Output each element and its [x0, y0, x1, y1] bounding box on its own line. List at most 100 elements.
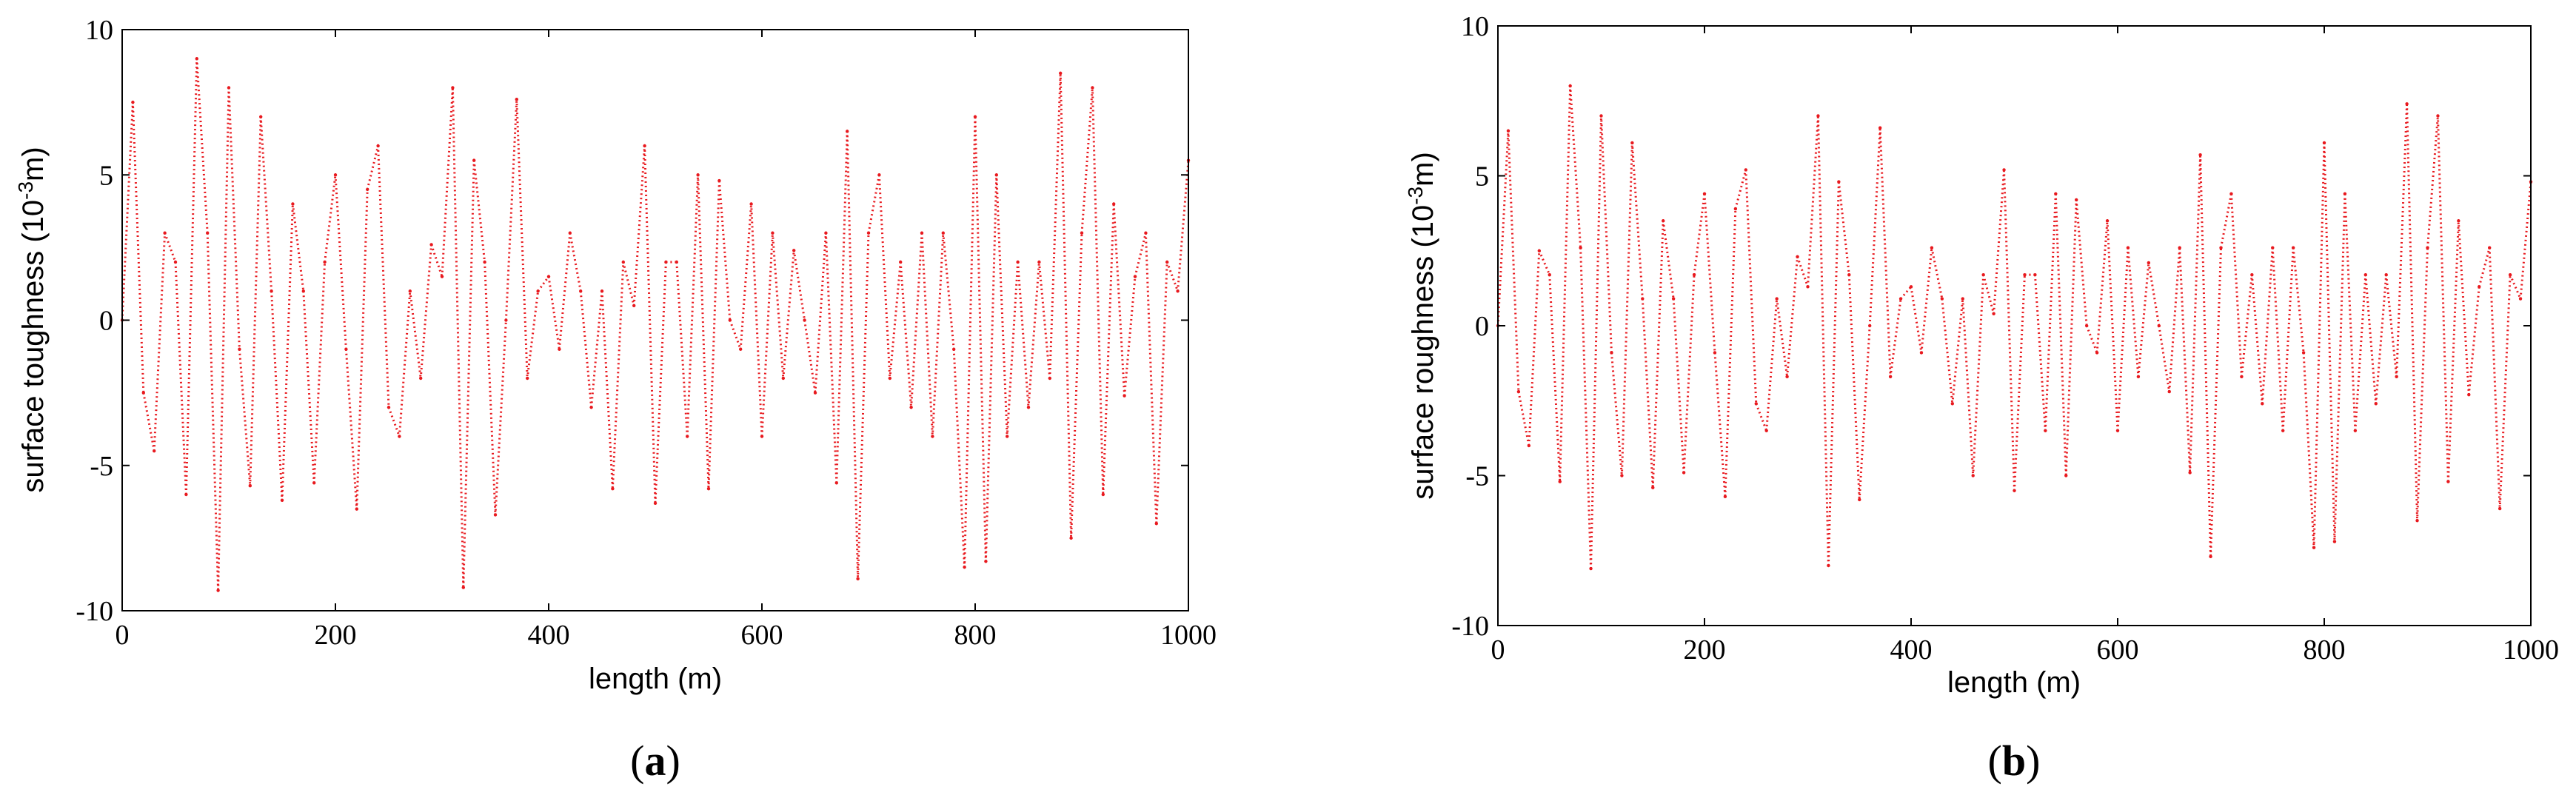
series-segment	[1134, 232, 1147, 277]
panel-label-a: (a)	[630, 737, 680, 785]
series-segment	[2426, 115, 2439, 248]
series-segment	[537, 275, 550, 292]
series-segment	[1091, 87, 1105, 495]
series-segment	[1037, 261, 1051, 379]
series-segment	[675, 261, 689, 437]
x-ticks-a: 0 200 400 600 800 1000	[116, 30, 1217, 651]
series-segment	[430, 244, 444, 278]
series-segment	[1827, 181, 1840, 566]
series-segment	[2478, 247, 2491, 287]
series-segment	[2416, 247, 2429, 521]
series-segment	[750, 204, 763, 437]
x-tick-label: 1000	[2503, 634, 2559, 666]
series-segment	[2354, 275, 2367, 431]
series-segment	[238, 349, 252, 486]
series-segment	[355, 189, 369, 509]
series-segment	[387, 406, 401, 438]
series-segment	[729, 319, 742, 350]
series-segment	[1569, 85, 1582, 248]
series-segment	[1816, 115, 1830, 566]
series-segment	[1786, 256, 1799, 377]
series-segment	[1123, 276, 1137, 396]
series-segment	[1847, 275, 1861, 500]
series-segment	[1630, 142, 1644, 299]
series-segment	[1776, 298, 1789, 378]
series-segment	[1930, 247, 1944, 299]
series-segment	[1590, 115, 1602, 569]
series-segment	[195, 58, 209, 233]
series-segment	[824, 232, 838, 483]
series-segment	[1755, 403, 1768, 432]
series-segment	[558, 232, 572, 349]
series-segment	[515, 99, 529, 379]
series-segment	[1993, 170, 2006, 314]
series-segment	[835, 131, 849, 483]
series-segment	[164, 232, 177, 263]
series-segment	[2085, 325, 2098, 353]
series-segment	[1982, 274, 1995, 315]
series-segment	[1972, 275, 1985, 476]
series-segment	[409, 291, 422, 379]
x-tick-label: 800	[2304, 634, 2346, 666]
series-segment	[1027, 261, 1040, 408]
series-segment	[2064, 199, 2078, 476]
series-segment	[2003, 170, 2015, 491]
series-segment	[1868, 127, 1881, 326]
series-segment	[451, 87, 465, 588]
series-segment	[931, 232, 945, 437]
series-segment	[717, 180, 732, 321]
series-segment	[1610, 352, 1623, 476]
series-segment	[1951, 298, 1964, 404]
series-segment	[312, 261, 327, 483]
series-segment	[1796, 256, 1809, 287]
series-segment	[686, 175, 700, 437]
series-segment	[1837, 181, 1850, 275]
series-segment	[2375, 275, 2388, 404]
series-segment	[1059, 73, 1073, 538]
series-segment	[2446, 221, 2460, 482]
series-segment	[2271, 247, 2284, 431]
series-segment	[1961, 298, 1975, 476]
series-segment	[771, 232, 785, 379]
series-segment	[2519, 181, 2532, 299]
series-segment	[1641, 298, 1654, 488]
series-segment	[2509, 274, 2522, 300]
y-tick-label: 0	[99, 306, 113, 337]
y-axis-label-a: surface toughness (10-3m)	[14, 147, 50, 492]
x-ticks-b: 0 200 400 600 800 1000	[1491, 26, 2559, 666]
series-segment	[1548, 275, 1562, 482]
series-segment	[2095, 221, 2109, 353]
series-segment	[2467, 286, 2480, 395]
series-segment	[2033, 275, 2047, 431]
series-segment	[739, 204, 753, 349]
series-segment	[1858, 325, 1871, 500]
series-segment	[2364, 275, 2378, 404]
series-segment	[206, 232, 220, 591]
series-segment	[622, 261, 635, 306]
x-tick-label: 400	[1890, 634, 1933, 666]
series-segment	[547, 276, 561, 349]
series-segment	[1682, 275, 1696, 473]
series-segment	[1496, 130, 1510, 326]
series-segment	[2178, 247, 2192, 473]
series-segment	[942, 232, 955, 349]
series-segment	[2199, 155, 2212, 557]
series-segment	[377, 145, 390, 408]
series-segment	[899, 261, 913, 408]
series-segment	[1724, 208, 1737, 497]
series-segment	[2436, 115, 2449, 482]
series-segment	[2281, 247, 2295, 431]
series-segment	[974, 116, 987, 562]
series-segment	[2229, 193, 2243, 377]
series-segment	[462, 160, 475, 588]
x-tick-label: 0	[1491, 634, 1505, 666]
series-segment	[174, 261, 187, 495]
x-tick-label: 0	[116, 620, 130, 651]
panel-label-b: (b)	[1988, 737, 2041, 785]
x-tick-label: 600	[2097, 634, 2139, 666]
series-segment	[484, 261, 497, 515]
series-segment	[2395, 104, 2409, 377]
y-tick-label: -5	[90, 451, 113, 482]
x-tick-label: 400	[528, 620, 570, 651]
